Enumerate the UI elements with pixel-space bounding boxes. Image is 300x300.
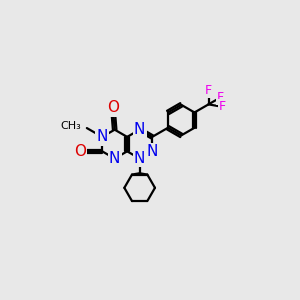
Text: O: O xyxy=(107,100,119,116)
Text: N: N xyxy=(134,151,145,166)
Text: N: N xyxy=(146,144,158,159)
Text: N: N xyxy=(97,129,108,144)
Text: CH₃: CH₃ xyxy=(60,121,81,131)
Text: N: N xyxy=(134,122,145,137)
Text: N: N xyxy=(109,151,120,166)
Text: F: F xyxy=(217,91,224,104)
Text: O: O xyxy=(74,144,86,159)
Text: F: F xyxy=(205,84,212,97)
Text: F: F xyxy=(219,100,226,113)
